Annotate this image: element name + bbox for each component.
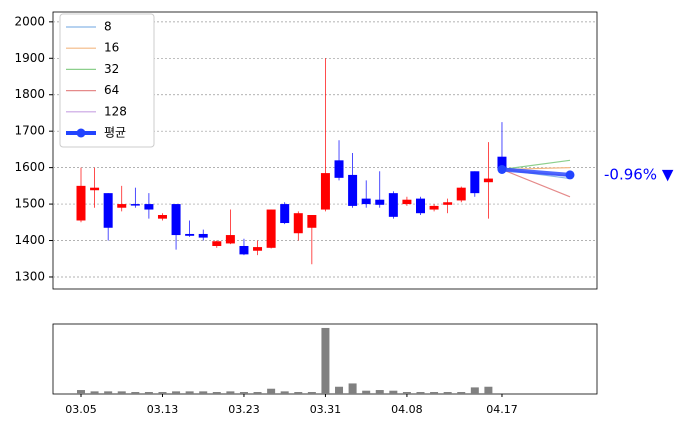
candle-body	[483, 178, 493, 183]
candle-body	[443, 202, 453, 205]
candle-body	[266, 209, 276, 248]
volume-bar	[307, 392, 316, 394]
candle-body	[76, 185, 86, 221]
x-tick-label: 03.13	[147, 403, 179, 416]
forecast-line	[501, 167, 571, 177]
candle-body	[388, 193, 398, 217]
candle-body	[456, 187, 466, 201]
candle-body	[470, 171, 480, 194]
forecast-line	[501, 159, 571, 171]
y-tick-label: 1500	[14, 197, 45, 211]
volume-bar	[362, 390, 371, 394]
x-tick-label: 03.23	[228, 403, 260, 416]
candle-body	[416, 198, 425, 214]
forecast-line	[501, 168, 571, 198]
x-tick-label: 03.31	[310, 403, 342, 416]
volume-bar	[185, 391, 194, 394]
candle-body	[171, 204, 181, 236]
volume-bar	[443, 392, 452, 394]
candle-body	[361, 198, 371, 205]
volume-bar	[253, 392, 262, 394]
legend-marker	[76, 128, 86, 138]
volume-bar	[430, 392, 439, 394]
volume-bar	[402, 392, 411, 394]
legend-box	[59, 13, 155, 148]
volume-bar	[212, 392, 221, 394]
forecast-point	[565, 170, 575, 180]
legend-label: 32	[104, 62, 119, 76]
candle-body	[320, 173, 330, 210]
y-tick-label: 1600	[14, 160, 45, 174]
volume-bar	[484, 386, 493, 394]
legend-label: 64	[104, 83, 119, 97]
candle-body	[375, 199, 385, 205]
legend-label: 평균	[104, 126, 126, 140]
volume-bar	[90, 391, 99, 394]
x-tick-label: 03.05	[65, 403, 97, 416]
candle-body	[198, 233, 208, 238]
volume-bar	[77, 390, 85, 394]
candle-body	[348, 174, 358, 206]
volume-bar	[117, 391, 126, 394]
y-tick-label: 1300	[14, 269, 45, 283]
price-panel	[52, 11, 598, 290]
volume-bar	[389, 390, 398, 394]
volume-bar	[199, 391, 208, 394]
x-tick-label: 04.17	[486, 403, 518, 416]
candle-body	[225, 235, 235, 244]
x-tick-label: 04.08	[391, 403, 423, 416]
candle-body	[280, 204, 290, 224]
candle-body	[253, 247, 263, 251]
candle-body	[90, 187, 100, 191]
volume-bar	[416, 392, 425, 394]
volume-bar	[457, 392, 466, 394]
volume-bar	[131, 392, 140, 394]
volume-bar	[280, 391, 289, 394]
y-tick-label: 1800	[14, 87, 45, 101]
candle-body	[293, 213, 303, 234]
volume-bar	[294, 392, 303, 394]
y-tick-label: 1400	[14, 233, 45, 247]
candle-body	[307, 215, 317, 228]
volume-bar	[375, 390, 384, 394]
y-tick-label: 1700	[14, 124, 45, 138]
y-tick-label: 1900	[14, 51, 45, 65]
candle-body	[334, 160, 344, 178]
candle-body	[117, 204, 127, 208]
volume-bar	[158, 392, 167, 394]
legend-label: 128	[104, 104, 127, 118]
volume-bar	[172, 391, 181, 394]
volume-bar	[144, 392, 153, 394]
candle-body	[157, 215, 167, 219]
volume-bar	[104, 391, 113, 394]
y-tick-label: 2000	[14, 14, 45, 28]
candle-body	[429, 205, 439, 210]
volume-bar	[335, 386, 344, 394]
candle-body	[130, 204, 140, 206]
forecast-point	[497, 164, 507, 174]
annotation: -0.96% ▼	[604, 166, 674, 184]
candle-body	[239, 245, 249, 255]
volume-bar	[348, 383, 357, 394]
candle-body	[402, 199, 412, 205]
candle-body	[144, 204, 154, 210]
candle-body	[497, 156, 507, 170]
volume-bar	[321, 327, 330, 394]
volume-bar	[267, 388, 276, 394]
volume-bar	[239, 392, 248, 394]
legend-label: 8	[104, 20, 112, 34]
volume-bar	[226, 391, 235, 394]
candle-body	[212, 241, 222, 246]
volume-bar	[470, 387, 479, 394]
legend: 8 16 32 64 128 평균	[59, 13, 155, 148]
candle-body	[103, 193, 113, 228]
legend-label: 16	[104, 41, 119, 55]
candle-body	[185, 233, 195, 236]
